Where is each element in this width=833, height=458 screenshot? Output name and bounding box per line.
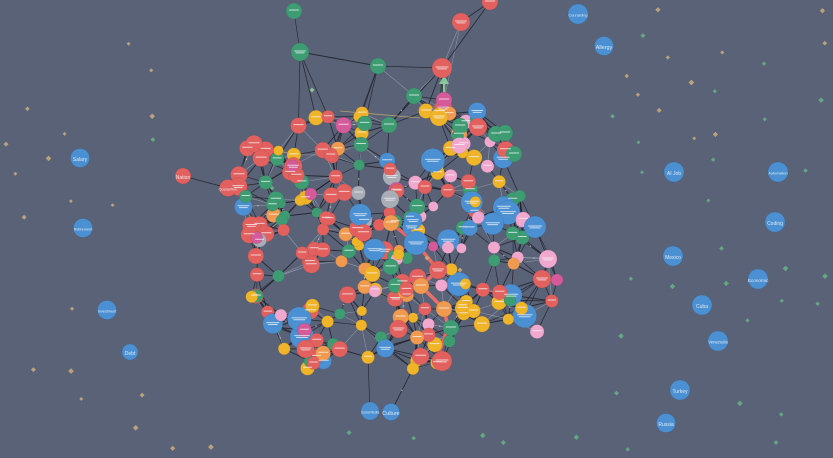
svg-text:Turkey: Turkey	[672, 389, 688, 395]
svg-text:Debt: Debt	[125, 351, 136, 357]
svg-text:Venezuela: Venezuela	[708, 340, 728, 345]
svg-text:Quarantine: Quarantine	[219, 188, 238, 192]
svg-text:Cuba: Cuba	[696, 304, 708, 310]
svg-text:Investment: Investment	[98, 310, 118, 314]
svg-text:Nation: Nation	[176, 175, 191, 181]
svg-text:Coding: Coding	[767, 221, 783, 227]
svg-text:Russia: Russia	[658, 422, 674, 428]
svg-text:Retirement: Retirement	[74, 228, 94, 232]
svg-text:Economic: Economic	[748, 278, 769, 283]
svg-text:Mexico: Mexico	[665, 255, 681, 261]
svg-text:Social Media: Social Media	[361, 410, 379, 414]
svg-text:Automation: Automation	[768, 172, 787, 176]
svg-text:Allergy: Allergy	[596, 45, 613, 51]
svg-text:Salary: Salary	[73, 157, 88, 163]
svg-text:Counseling: Counseling	[569, 14, 588, 18]
svg-text:AI Job: AI Job	[667, 171, 681, 177]
svg-text:Culture: Culture	[382, 411, 399, 417]
